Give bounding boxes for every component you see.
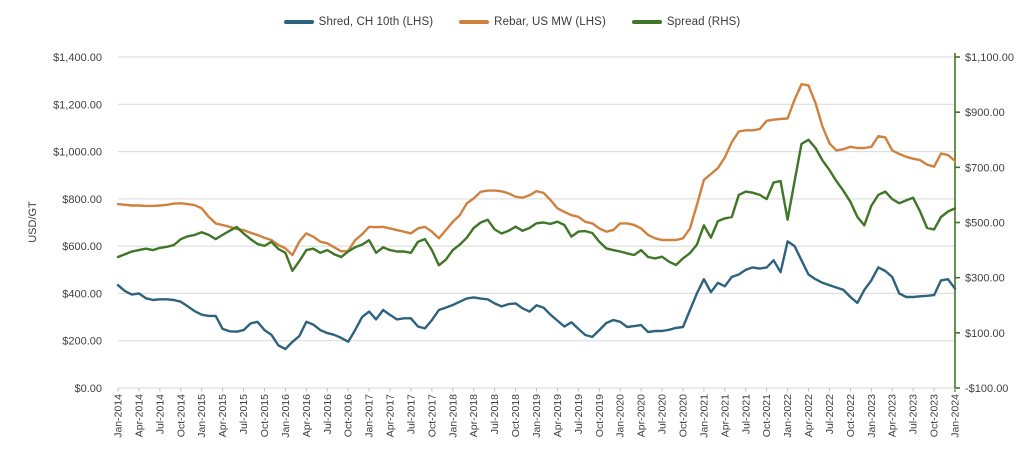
x-axis-tick-label: Oct-2019 — [594, 394, 606, 437]
y-axis-right-tick-label: $300.00 — [965, 273, 1005, 285]
x-axis-tick-label: Jul-2017 — [405, 394, 417, 434]
legend-line-swatch-spread — [631, 20, 662, 24]
legend-label: Shred, CH 10th (LHS) — [318, 16, 434, 28]
x-axis-tick-label: Apr-2017 — [385, 394, 397, 437]
x-axis-tick-label: Jul-2023 — [908, 394, 920, 434]
x-axis-tick-label: Jul-2018 — [489, 394, 501, 434]
x-axis-tick-label: Apr-2016 — [301, 394, 313, 437]
y-axis-right-tick-label: $1,100.00 — [965, 52, 1014, 64]
series-line-spread-rhs — [116, 138, 957, 272]
x-axis-tick-label: Apr-2021 — [719, 394, 731, 437]
x-axis-tick-label: Jul-2020 — [657, 394, 669, 434]
y-axis-left-tick-label: $1,000.00 — [53, 147, 102, 159]
y-axis-title: USD/GT — [27, 201, 39, 243]
x-axis-tick-label: Apr-2019 — [552, 394, 564, 437]
x-axis-tick-label: Jul-2019 — [573, 394, 585, 434]
y-axis-right-tick-label: $700.00 — [965, 162, 1005, 174]
x-axis-tick-label: Apr-2015 — [217, 394, 229, 437]
x-axis-tick-label: Oct-2022 — [845, 394, 857, 437]
y-axis-right-tick-label: -$100.00 — [965, 383, 1008, 395]
x-axis-tick-label: Apr-2014 — [133, 394, 145, 437]
x-axis-tick-label: Oct-2014 — [175, 394, 187, 437]
x-axis-tick-label: Apr-2023 — [887, 394, 899, 437]
y-axis-left-tick-label: $600.00 — [62, 241, 102, 253]
x-axis-tick-label: Apr-2018 — [468, 394, 480, 437]
x-axis-tick-label: Apr-2020 — [636, 394, 648, 437]
x-axis-tick-label: Oct-2015 — [259, 394, 271, 437]
x-axis-tick-label: Jan-2021 — [698, 394, 710, 438]
legend-item-spread: Spread (RHS) — [631, 16, 741, 28]
x-axis-tick-label: Jan-2014 — [113, 394, 125, 438]
x-axis-tick-label: Oct-2016 — [343, 394, 355, 437]
x-axis-tick-label: Jul-2021 — [740, 394, 752, 434]
y-axis-left-tick-label: $1,400.00 — [53, 52, 102, 64]
x-axis-tick-label: Jan-2019 — [531, 394, 543, 438]
legend-item-rebar: Rebar, US MW (LHS) — [459, 16, 606, 28]
x-axis-tick-label: Apr-2022 — [803, 394, 815, 437]
x-axis-tick-label: Jan-2022 — [782, 394, 794, 438]
y-axis-right-tick-label: $900.00 — [965, 107, 1005, 119]
y-axis-left-tick-label: $200.00 — [62, 336, 102, 348]
x-axis-tick-label: Jul-2015 — [238, 394, 250, 434]
legend-label: Spread (RHS) — [666, 16, 741, 28]
y-axis-left-tick-label: $1,200.00 — [53, 99, 102, 111]
x-axis-tick-label: Oct-2018 — [510, 394, 522, 437]
y-axis-right-tick-label: $100.00 — [965, 328, 1005, 340]
x-axis-tick-label: Oct-2017 — [426, 394, 438, 437]
x-axis-tick-label: Jan-2015 — [196, 394, 208, 438]
x-axis-tick-label: Jan-2018 — [447, 394, 459, 438]
y-axis-left-tick-label: $400.00 — [62, 288, 102, 300]
series-line-rebar-us-mw-lhs — [116, 82, 957, 257]
x-axis-tick-label: Jan-2024 — [950, 394, 962, 438]
x-axis-tick-label: Jul-2022 — [824, 394, 836, 434]
x-axis-tick-label: Jan-2016 — [280, 394, 292, 438]
legend-label: Rebar, US MW (LHS) — [494, 16, 606, 28]
x-axis-tick-label: Oct-2020 — [677, 394, 689, 437]
legend-line-swatch-rebar — [459, 20, 490, 24]
chart-legend: Shred, CH 10th (LHS) Rebar, US MW (LHS) … — [0, 16, 1024, 28]
x-axis-tick-label: Jan-2020 — [615, 394, 627, 438]
x-axis-tick-label: Jul-2014 — [154, 394, 166, 434]
legend-item-shred: Shred, CH 10th (LHS) — [283, 16, 434, 28]
series-line-shred-ch-th-lhs — [116, 240, 957, 351]
x-axis-tick-label: Jan-2023 — [866, 394, 878, 438]
y-axis-right-tick-label: $500.00 — [965, 218, 1005, 230]
x-axis-tick-label: Jan-2017 — [364, 394, 376, 438]
x-axis-tick-label: Oct-2021 — [761, 394, 773, 437]
x-axis-tick-label: Jul-2016 — [322, 394, 334, 434]
x-axis-tick-label: Oct-2023 — [929, 394, 941, 437]
y-axis-left-tick-label: $0.00 — [74, 383, 102, 395]
y-axis-left-tick-label: $800.00 — [62, 194, 102, 206]
legend-line-swatch-shred — [283, 20, 314, 24]
